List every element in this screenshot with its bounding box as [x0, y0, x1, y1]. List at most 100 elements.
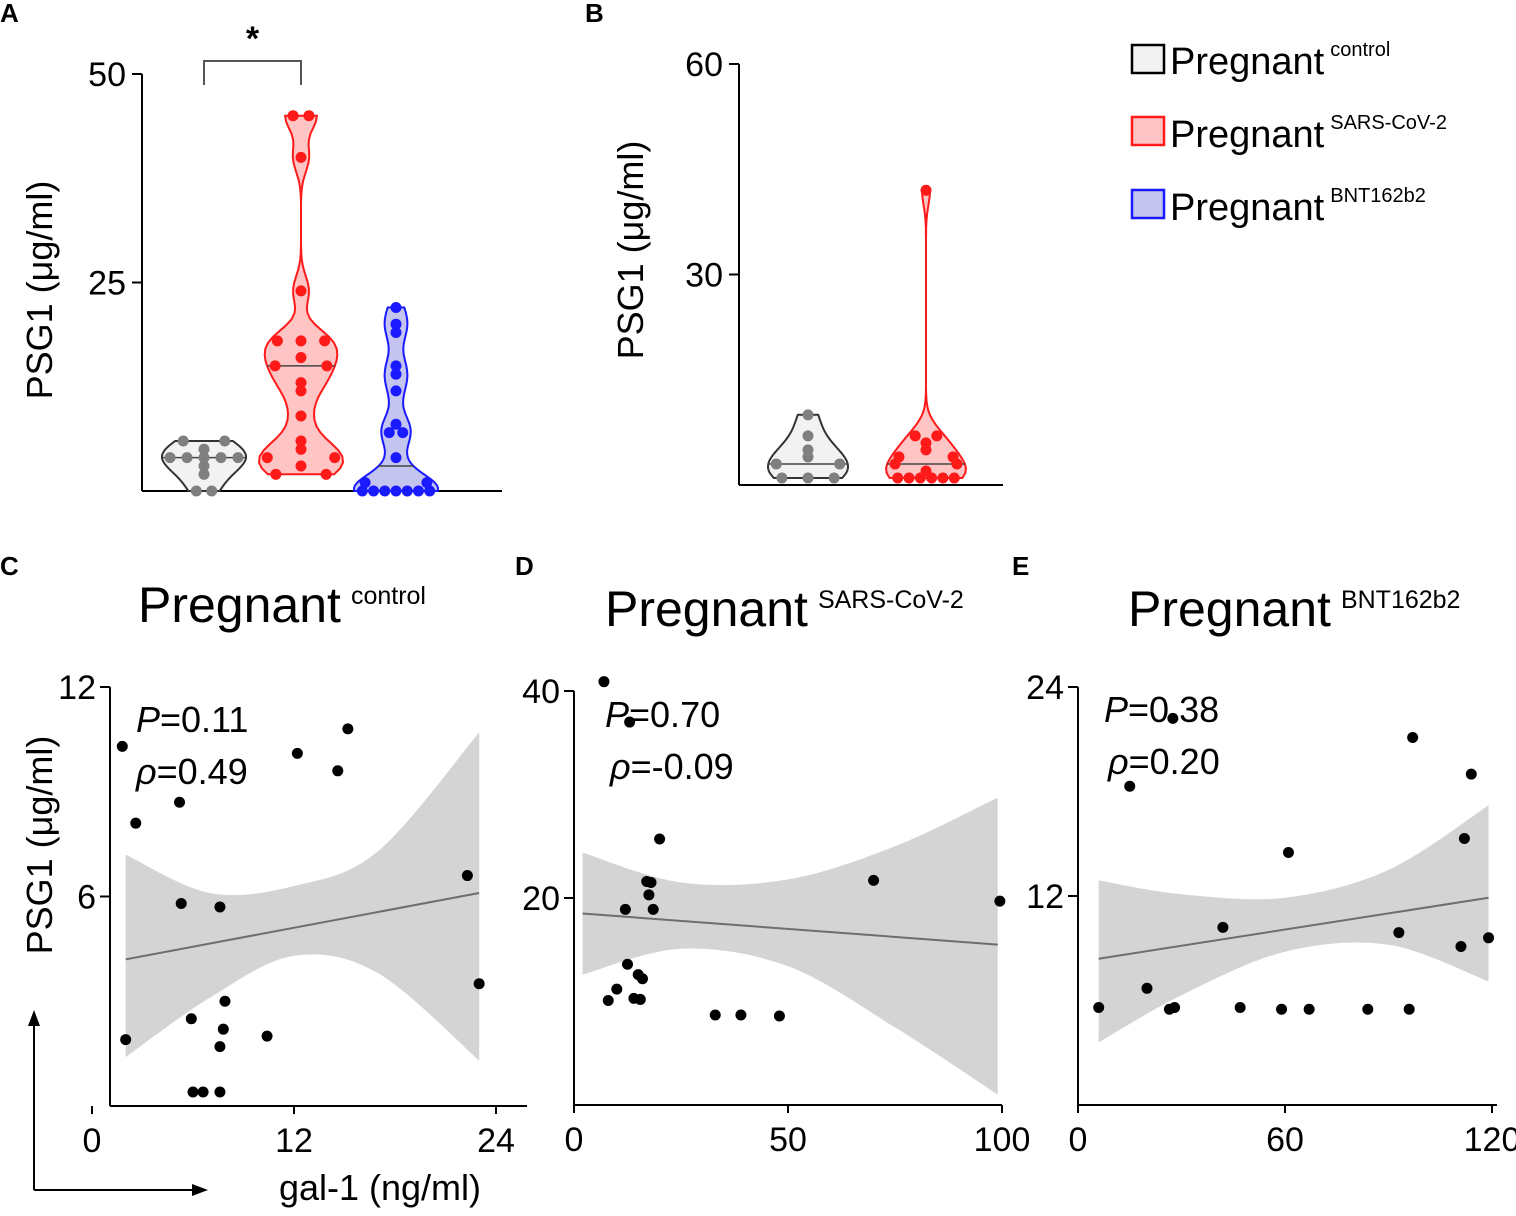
data-point-d: [619, 903, 631, 915]
data-points-d: [598, 676, 1006, 1022]
data-point-a-bnt: [390, 327, 402, 339]
data-point-a-sars: [261, 452, 273, 464]
data-points-c: [116, 723, 485, 1098]
data-point-a-bnt: [390, 485, 402, 497]
data-point-b-sars: [920, 437, 932, 449]
confidence-band-area-c: [125, 732, 480, 1061]
data-point-a-bnt: [421, 477, 433, 489]
data-point-b-control: [828, 472, 840, 484]
y-axis-label-c: PSG1 (μg/ml): [19, 736, 60, 955]
data-point-e: [1276, 1003, 1288, 1015]
y-tick-label-b-60: 60: [685, 46, 723, 84]
data-point-e: [1217, 921, 1229, 933]
x-axis-label: gal-1 (ng/ml): [279, 1167, 481, 1208]
data-points-e: [1093, 712, 1495, 1015]
data-point-b-control: [776, 472, 788, 484]
data-point-a-sars: [295, 443, 307, 455]
rho-value-c: ρ=0.49: [135, 751, 248, 792]
chart-title-d: Pregnant SARS-CoV-2: [605, 581, 964, 637]
data-point-c: [219, 995, 231, 1007]
scatter-chart-d: Pregnant SARS-CoV-2 20 40 0 50 100 P=0.70 ρ=-…: [522, 581, 1030, 1159]
x-tick-label-c-12: 12: [275, 1122, 313, 1160]
confidence-band-c: [125, 732, 480, 1061]
data-point-d: [868, 874, 880, 886]
data-point-d: [602, 994, 614, 1006]
significance-star: *: [246, 20, 260, 58]
data-point-a-bnt: [424, 485, 436, 497]
confidence-band-e: [1098, 805, 1489, 1043]
p-value-d: P=0.70: [605, 694, 720, 735]
y-tick-label-a-25: 25: [88, 265, 126, 303]
data-point-a-sars: [295, 151, 307, 163]
regression-line-e: [1098, 896, 1489, 960]
data-point-c: [217, 1023, 229, 1035]
y-tick-label-a-50: 50: [88, 56, 126, 94]
data-point-d: [645, 876, 657, 888]
data-point-a-bnt: [397, 427, 409, 439]
y-tick-label-c-6: 6: [77, 879, 96, 917]
data-point-b-control: [802, 444, 814, 456]
significance-bracket-line: [203, 60, 302, 85]
data-point-e: [1282, 846, 1294, 858]
data-point-a-sars: [295, 385, 307, 397]
y-tick-label-e-12: 12: [1026, 878, 1064, 916]
data-point-a-bnt: [390, 368, 402, 380]
rho-value-e: ρ=0.20: [1107, 741, 1220, 782]
data-point-b-control: [802, 430, 814, 442]
violin-chart-a: PSG1 (μg/ml) 25 50 *: [19, 20, 502, 497]
data-point-c: [120, 1034, 132, 1046]
fit-line-d: [582, 912, 998, 946]
chart-title-c: Pregnant control: [138, 577, 426, 633]
data-point-b-sars: [920, 465, 932, 477]
data-point-e: [1393, 927, 1405, 939]
data-point-d: [647, 903, 659, 915]
violin-a-bnt: [352, 306, 440, 492]
data-point-c: [116, 740, 128, 752]
data-point-b-sars: [947, 451, 959, 463]
data-point-d: [735, 1009, 747, 1021]
confidence-band-area-d: [582, 797, 998, 1095]
chart-title-e: Pregnant BNT162b2: [1128, 581, 1460, 637]
data-point-d: [709, 1009, 721, 1021]
panel-letter-e: E: [1012, 551, 1029, 581]
data-point-a-bnt: [390, 452, 402, 464]
p-value-c: P=0.11: [136, 699, 248, 740]
regression-line-d: [582, 912, 998, 946]
data-point-b-sars: [937, 472, 949, 484]
data-point-a-bnt: [390, 360, 402, 372]
axes-c: 6 12 0 12 24: [58, 669, 527, 1160]
data-point-a-bnt: [359, 477, 371, 489]
x-tick-label-e-120: 120: [1464, 1121, 1516, 1159]
rho-value-d: ρ=-0.09: [609, 746, 734, 787]
data-point-b-sars: [909, 430, 921, 442]
x-tick-label-c-0: 0: [83, 1122, 102, 1160]
panel-letter-a: A: [0, 0, 19, 28]
data-point-b-sars: [931, 430, 943, 442]
data-point-d: [624, 716, 636, 728]
data-point-e: [1141, 982, 1153, 994]
data-point-d: [654, 833, 666, 845]
data-point-a-bnt: [383, 427, 395, 439]
data-point-c: [187, 1086, 199, 1098]
data-point-e: [1169, 1001, 1181, 1013]
data-point-e: [1465, 768, 1477, 780]
legend-label-sars: Pregnant SARS-CoV-2: [1170, 112, 1447, 156]
violin-chart-b: PSG1 (μg/ml) 30 60: [610, 46, 1003, 486]
data-point-a-sars: [303, 110, 315, 122]
legend-swatch-sars: [1130, 115, 1166, 147]
data-point-a-sars: [270, 468, 282, 480]
y-tick-label-e-24: 24: [1026, 669, 1064, 707]
data-point-c: [473, 978, 485, 990]
data-point-c: [130, 817, 142, 829]
data-point-c: [214, 1086, 226, 1098]
data-point-a-bnt: [390, 318, 402, 330]
data-point-c: [214, 1041, 226, 1053]
p-value-e: P=0.38: [1104, 689, 1219, 730]
x-tick-label-e-60: 60: [1266, 1121, 1304, 1159]
data-point-e: [1407, 732, 1419, 744]
data-point-c: [261, 1030, 273, 1042]
data-point-a-sars: [321, 360, 333, 372]
data-point-e: [1362, 1003, 1374, 1015]
data-point-a-sars: [295, 410, 307, 422]
y-tick-label-b-30: 30: [685, 257, 723, 295]
